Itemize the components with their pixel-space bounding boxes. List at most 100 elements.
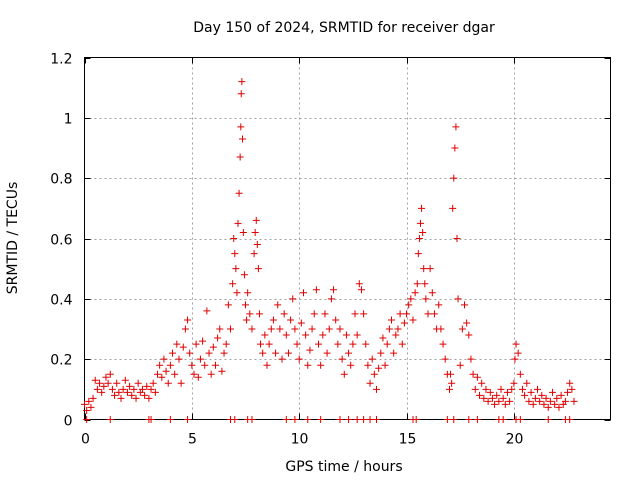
data-point [555,403,563,411]
data-point [246,310,254,318]
data-point [518,385,526,393]
data-point [525,397,533,405]
data-point [297,319,305,327]
data-point [291,325,299,333]
data-point [488,394,496,402]
data-point [237,123,245,131]
data-point [383,340,391,348]
data-point [357,286,365,294]
data-point [400,319,408,327]
data-point [108,385,116,393]
y-tick-label: 0.2 [50,353,72,369]
data-point [186,349,194,357]
data-point [370,370,378,378]
data-point [265,340,273,348]
data-point [184,316,192,324]
data-point-zero [282,416,290,423]
data-point-zero [184,416,192,423]
data-point-zero [304,416,312,423]
data-point [162,367,170,375]
data-point [445,385,453,393]
data-point [209,343,217,351]
data-point [207,370,215,378]
data-point [514,349,522,357]
data-point [491,400,499,408]
data-point [317,361,325,369]
data-point [340,370,348,378]
data-point-zero [516,416,524,423]
data-point-zero [465,416,473,423]
data-point [238,78,246,86]
data-point [239,228,247,236]
data-point [239,135,247,143]
data-point [156,361,164,369]
data-point [254,265,262,273]
x-tick-label: 10 [291,432,309,448]
data-point [158,373,166,381]
data-point [416,219,424,227]
data-point-zero [443,416,451,423]
data-point [251,228,259,236]
data-point [304,361,312,369]
data-point [199,337,207,345]
data-point [132,394,140,402]
data-point [422,295,430,303]
data-point [229,280,237,288]
data-point [121,376,129,384]
data-point [231,250,239,258]
data-point [420,265,428,273]
data-point [534,385,542,393]
data-point [495,397,503,405]
data-point [441,355,449,363]
data-point [100,382,108,390]
y-axis: 0 0.2 0.4 0.6 0.8 1 1.2 [50,52,611,430]
data-point [106,370,114,378]
data-point [284,349,292,357]
x-axis-title: GPS time / hours [285,459,402,475]
data-point [557,391,565,399]
chart-title: Day 150 of 2024, SRMTID for receiver dga… [193,20,495,36]
y-tick-label: 0 [64,414,73,430]
data-point [449,204,457,212]
data-point [503,388,511,396]
data-point [282,331,290,339]
data-point [499,394,507,402]
data-point [362,340,370,348]
data-point [544,403,552,411]
data-point [276,325,284,333]
data-point [134,379,142,387]
data-point [531,394,539,402]
data-point [392,331,400,339]
data-point [151,388,159,396]
data-point [327,295,335,303]
data-point [351,310,359,318]
data-point [253,241,261,249]
data-point [564,388,572,396]
data-point [451,144,459,152]
data-point [226,325,234,333]
data-point-zero [499,416,507,423]
data-point-zero [248,416,256,423]
data-point [570,397,578,405]
data-point [243,316,251,324]
data-point [501,400,509,408]
data-point [299,289,307,297]
data-point [289,295,297,303]
data-point [236,153,244,161]
data-point [372,385,380,393]
data-point [203,307,211,315]
data-point [175,355,183,363]
data-points [81,78,578,423]
data-point [257,340,265,348]
data-point [430,310,438,318]
data-point [396,310,404,318]
data-point [330,286,338,294]
data-point [551,400,559,408]
data-point [375,364,383,372]
data-point [368,355,376,363]
data-point [177,379,185,387]
data-point [130,385,138,393]
data-point [409,316,417,324]
data-point-zero [366,416,374,423]
data-point [360,310,368,318]
